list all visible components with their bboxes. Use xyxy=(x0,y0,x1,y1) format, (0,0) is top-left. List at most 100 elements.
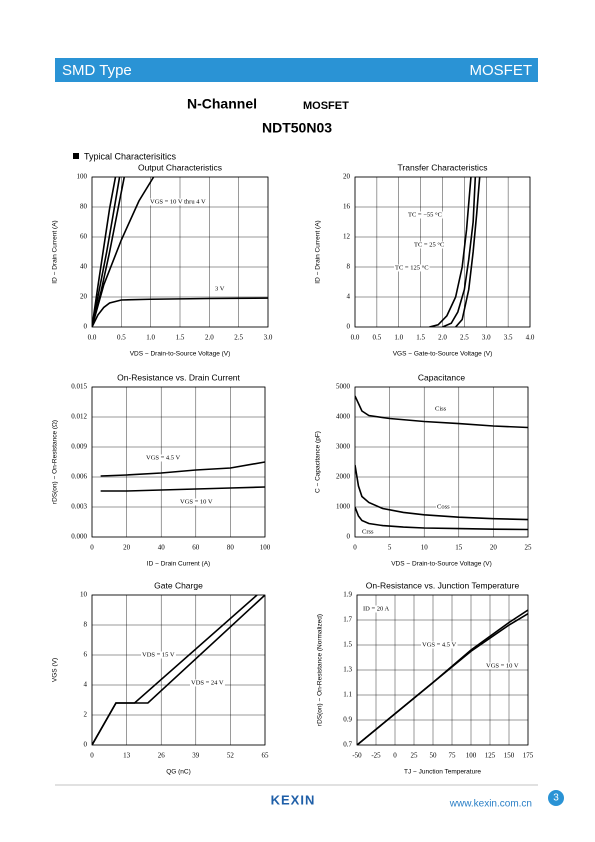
x-tick-label: 150 xyxy=(504,752,515,760)
y-tick-label: 16 xyxy=(343,203,351,211)
bullet xyxy=(73,153,79,159)
x-tick-label: 0 xyxy=(393,752,397,760)
y-tick-label: 2000 xyxy=(336,473,351,481)
x-tick-label: 39 xyxy=(192,752,200,760)
y-tick-label: 0.003 xyxy=(71,503,87,511)
header-right: MOSFET xyxy=(470,62,533,79)
x-tick-label: 0.5 xyxy=(373,334,382,342)
footer-url: www.kexin.com.cn xyxy=(449,799,532,810)
annotation-bg xyxy=(485,662,520,670)
annotation: TC = −55 °C xyxy=(408,211,442,218)
series-line xyxy=(92,177,155,327)
annotation-bg xyxy=(362,605,391,613)
x-tick-label: 4.0 xyxy=(526,334,535,342)
series-line xyxy=(92,177,121,327)
x-tick-label: 52 xyxy=(227,752,235,760)
annotation-bg xyxy=(413,241,446,249)
x-axis-label: TJ − Junction Temperature xyxy=(404,769,481,776)
annotation: VDS = 24 V xyxy=(191,679,224,686)
x-axis-label: VDS − Drain-to-Source Voltage (V) xyxy=(130,351,231,358)
annotation: Crss xyxy=(362,528,374,535)
x-axis-label: ID − Drain Current (A) xyxy=(147,561,210,568)
annotation: 3 V xyxy=(215,285,225,292)
annotation-bg xyxy=(434,405,448,413)
x-tick-label: 15 xyxy=(455,544,463,552)
annotation-bg xyxy=(179,498,214,506)
x-axis-label: VDS − Drain-to-Source Voltage (V) xyxy=(391,561,492,568)
x-tick-label: 0.5 xyxy=(117,334,126,342)
x-tick-label: 175 xyxy=(523,752,534,760)
y-tick-label: 0.015 xyxy=(71,383,87,391)
annotation: VDS = 15 V xyxy=(142,651,175,658)
y-tick-label: 1000 xyxy=(336,503,351,511)
x-tick-label: 13 xyxy=(123,752,131,760)
x-tick-label: 80 xyxy=(227,544,235,552)
plot-frame xyxy=(91,594,266,746)
y-tick-label: 0 xyxy=(347,323,351,331)
annotation-bg xyxy=(141,651,176,659)
y-tick-label: 40 xyxy=(80,263,88,271)
y-tick-label: 2 xyxy=(84,711,88,719)
x-tick-label: 1.0 xyxy=(394,334,403,342)
y-tick-label: 8 xyxy=(347,263,351,271)
y-axis-label: rDS(on) − On-Resistance (Ω) xyxy=(52,420,59,504)
annotation-bg xyxy=(145,454,182,462)
series-line xyxy=(92,595,258,745)
section-title: Typical Characterisitics xyxy=(84,151,177,161)
plot-frame xyxy=(91,176,269,328)
x-tick-label: 0.0 xyxy=(351,334,360,342)
y-axis-label: VGS (V) xyxy=(52,658,59,682)
series-line xyxy=(355,506,528,531)
y-tick-label: 80 xyxy=(80,203,88,211)
series-line xyxy=(100,461,265,477)
y-axis-label: rDS(on) − On-Resistance (Normalized) xyxy=(317,614,324,726)
y-tick-label: 0.9 xyxy=(343,716,352,724)
y-tick-label: 0.7 xyxy=(343,741,352,749)
x-tick-label: 26 xyxy=(158,752,166,760)
plot-frame xyxy=(356,594,529,746)
y-tick-label: 1.1 xyxy=(343,691,352,699)
header-bar xyxy=(55,58,538,82)
x-tick-label: 50 xyxy=(430,752,438,760)
title-main: N-Channel xyxy=(187,96,257,112)
series-line xyxy=(355,464,528,521)
annotation: Coss xyxy=(437,503,450,510)
y-tick-label: 1.9 xyxy=(343,591,352,599)
y-tick-label: 0 xyxy=(347,533,351,541)
part-number: NDT50N03 xyxy=(262,120,332,136)
header-left: SMD Type xyxy=(62,62,132,79)
annotation-bg xyxy=(421,641,458,649)
chart-title: Output Characteristics xyxy=(138,162,222,172)
x-tick-label: 20 xyxy=(123,544,131,552)
series-line xyxy=(355,395,528,429)
y-tick-label: 4000 xyxy=(336,413,351,421)
annotation-bg xyxy=(214,285,226,293)
x-tick-label: 25 xyxy=(525,544,533,552)
y-tick-label: 1.5 xyxy=(343,641,352,649)
y-tick-label: 20 xyxy=(343,173,351,181)
series-line xyxy=(92,297,268,327)
x-tick-label: 60 xyxy=(192,544,200,552)
footer-logo: KEXIN xyxy=(271,792,316,807)
x-tick-label: 5 xyxy=(388,544,392,552)
x-tick-label: 0 xyxy=(90,544,94,552)
x-tick-label: 1.5 xyxy=(176,334,185,342)
annotation: VGS = 10 V thru 4 V xyxy=(150,198,206,205)
series-line xyxy=(429,177,472,327)
title-suffix: MOSFET xyxy=(303,100,349,112)
y-tick-label: 0.006 xyxy=(71,473,87,481)
x-tick-label: 2.0 xyxy=(438,334,447,342)
y-tick-label: 0.000 xyxy=(71,533,87,541)
y-tick-label: 1.3 xyxy=(343,666,352,674)
y-tick-label: 5000 xyxy=(336,383,351,391)
x-tick-label: -25 xyxy=(371,752,381,760)
series-line xyxy=(357,613,528,745)
annotation: Ciss xyxy=(435,405,447,412)
x-tick-label: 65 xyxy=(262,752,270,760)
annotation: VGS = 4.5 V xyxy=(422,641,457,648)
x-tick-label: 2.5 xyxy=(234,334,243,342)
annotation: TC = 25 °C xyxy=(414,241,444,248)
annotation: ID = 20 A xyxy=(363,605,390,612)
x-tick-label: 75 xyxy=(449,752,457,760)
